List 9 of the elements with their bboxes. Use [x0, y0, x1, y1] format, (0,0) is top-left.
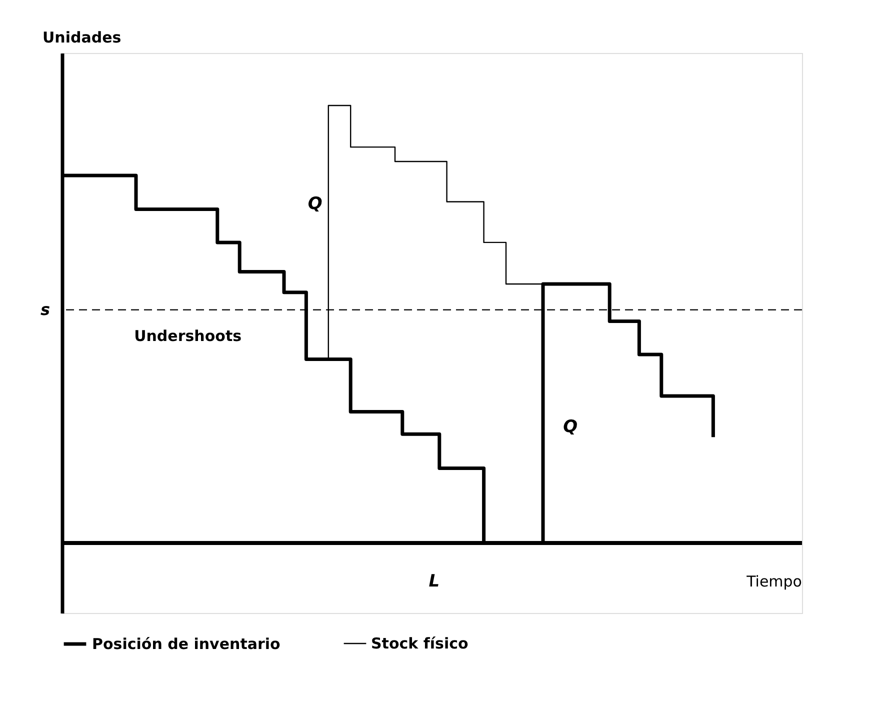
ref-line-label: s	[40, 300, 50, 319]
annotation: Q	[308, 194, 322, 214]
text: Tiempo	[746, 572, 802, 591]
annotation: Undershoots	[134, 326, 242, 345]
legend-label: Stock físico	[371, 634, 468, 652]
legend-label: Posición de inventario	[92, 635, 280, 653]
y-axis-title: Unidades	[42, 28, 122, 46]
annotation: Q	[563, 417, 578, 438]
text: L	[428, 572, 440, 592]
